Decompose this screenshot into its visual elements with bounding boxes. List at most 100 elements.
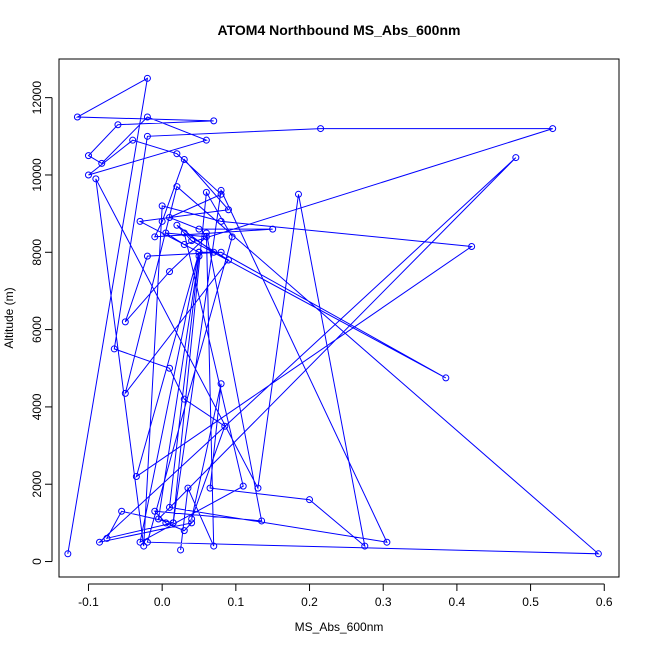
data-point	[103, 534, 111, 542]
data-point	[180, 229, 188, 237]
data-point	[549, 125, 557, 133]
data-point	[317, 125, 325, 133]
data-point	[442, 374, 450, 382]
data-point	[224, 206, 232, 214]
y-tick-label: 4000	[30, 393, 44, 420]
data-point	[217, 186, 225, 194]
data-point	[254, 484, 262, 492]
data-point	[228, 233, 236, 241]
data-point	[177, 546, 185, 554]
data-point	[180, 241, 188, 249]
data-point	[158, 202, 166, 210]
data-point	[188, 519, 196, 527]
data-point	[143, 538, 151, 546]
y-tick-label: 0	[30, 558, 44, 565]
data-point	[84, 152, 92, 160]
data-point	[217, 190, 225, 198]
data-point	[129, 136, 137, 144]
data-point	[158, 217, 166, 225]
y-tick-label: 10000	[30, 158, 44, 192]
data-point	[173, 221, 181, 229]
data-point	[64, 550, 72, 558]
series-layer	[64, 74, 602, 558]
series-line	[67, 77, 600, 555]
data-point	[96, 538, 104, 546]
data-point	[132, 472, 140, 480]
data-point	[294, 190, 302, 198]
data-point	[468, 242, 476, 250]
data-point	[73, 113, 81, 121]
data-point	[110, 345, 118, 353]
data-point	[173, 183, 181, 191]
y-tick-label: 6000	[30, 316, 44, 343]
data-point	[269, 225, 277, 233]
data-point	[180, 156, 188, 164]
data-point	[136, 217, 144, 225]
data-point	[195, 252, 203, 260]
data-point	[84, 171, 92, 179]
data-point	[224, 256, 232, 264]
data-point	[173, 150, 181, 158]
data-point	[239, 482, 247, 490]
data-point	[206, 484, 214, 492]
data-point	[143, 132, 151, 140]
data-point	[383, 538, 391, 546]
data-point	[594, 550, 602, 558]
data-point	[202, 233, 210, 241]
y-tick-label: 8000	[30, 239, 44, 266]
data-point	[162, 229, 170, 237]
x-tick-label: 0.4	[449, 595, 466, 609]
data-point	[210, 248, 218, 256]
data-point	[151, 507, 159, 515]
plot-frame	[58, 58, 620, 578]
data-point	[188, 237, 196, 245]
data-point	[114, 121, 122, 129]
x-tick-label: 0.6	[596, 595, 613, 609]
data-point	[202, 188, 210, 196]
axes-layer: -0.1 0.0 0.1 0.2 0.3 0.4 0.5 0.6 0 2000 4000 6000 80…	[30, 81, 613, 609]
data-point	[202, 229, 210, 237]
data-point	[92, 175, 100, 183]
data-point	[166, 213, 174, 221]
data-point	[361, 542, 369, 550]
y-tick-label: 2000	[30, 471, 44, 498]
data-point	[217, 217, 225, 225]
data-point	[118, 507, 126, 515]
data-point	[154, 515, 162, 523]
data-point	[217, 380, 225, 388]
x-tick-label: 0.3	[375, 595, 392, 609]
data-point	[202, 136, 210, 144]
data-point	[121, 318, 129, 326]
data-point	[180, 395, 188, 403]
data-point	[184, 484, 192, 492]
data-point	[180, 527, 188, 535]
data-point	[151, 233, 159, 241]
data-point	[210, 542, 218, 550]
x-tick-label: 0.2	[301, 595, 318, 609]
data-point	[98, 159, 106, 167]
data-point	[162, 519, 170, 527]
data-point	[210, 117, 218, 125]
data-point	[136, 538, 144, 546]
data-point	[143, 252, 151, 260]
data-point	[121, 389, 129, 397]
data-point	[195, 248, 203, 256]
x-axis-label: MS_Abs_600nm	[295, 620, 384, 634]
x-tick-label: 0.1	[227, 595, 244, 609]
data-point	[221, 422, 229, 430]
data-point	[258, 517, 266, 525]
data-point	[166, 364, 174, 372]
data-point	[143, 113, 151, 121]
data-point	[166, 503, 174, 511]
data-point	[143, 74, 151, 82]
data-point	[217, 248, 225, 256]
chart-title: ATOM4 Northbound MS_Abs_600nm	[218, 22, 461, 38]
data-point	[195, 225, 203, 233]
x-tick-label: 0.0	[154, 595, 171, 609]
y-tick-label: 12000	[30, 81, 44, 115]
data-point	[169, 519, 177, 527]
data-point	[166, 268, 174, 276]
data-point	[306, 496, 314, 504]
